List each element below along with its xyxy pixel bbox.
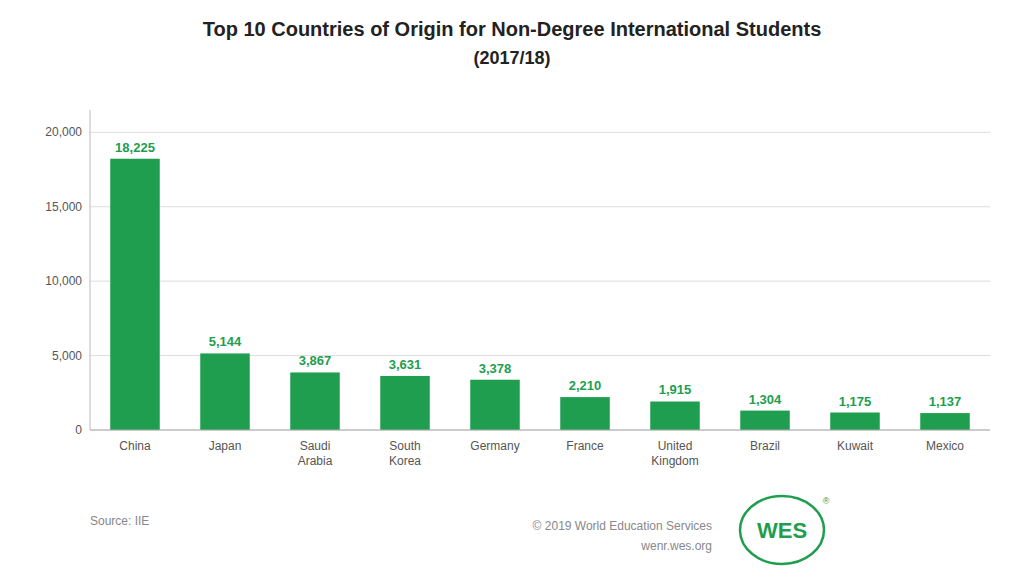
y-tick-label: 10,000: [45, 274, 82, 288]
bar: [290, 372, 340, 430]
bar: [920, 413, 970, 430]
data-label: 1,304: [749, 392, 782, 407]
logo-outline: [740, 496, 824, 564]
bar: [380, 376, 430, 430]
chart: Top 10 Countries of Origin for Non-Degre…: [0, 0, 1024, 580]
data-label: 1,175: [839, 394, 872, 409]
data-label: 18,225: [115, 140, 155, 155]
y-tick-label: 15,000: [45, 200, 82, 214]
y-tick-label: 0: [75, 423, 82, 437]
y-axis-line: [90, 110, 91, 430]
grid-line: [90, 281, 990, 282]
x-tick-label: Brazil: [750, 439, 780, 453]
title: Top 10 Countries of Origin for Non-Degre…: [203, 18, 822, 40]
website-note: wenr.wes.org: [640, 539, 712, 553]
bar: [650, 401, 700, 430]
bar: [200, 353, 250, 430]
logo-mark: ®: [823, 496, 830, 506]
bar: [830, 413, 880, 430]
logo-text: WES: [757, 518, 807, 543]
x-tick-label: SouthKorea: [389, 439, 421, 468]
y-tick-label: 5,000: [52, 349, 82, 363]
bar: [560, 397, 610, 430]
logo: WES ®: [740, 496, 830, 564]
x-tick-label: Kuwait: [837, 439, 874, 453]
bar: [740, 411, 790, 430]
x-tick-label: France: [566, 439, 604, 453]
x-tick-label: Japan: [209, 439, 242, 453]
data-label: 3,867: [299, 353, 332, 368]
data-label: 3,378: [479, 361, 512, 376]
data-label: 1,915: [659, 382, 692, 397]
grid-line: [90, 132, 990, 133]
bars: [110, 159, 970, 430]
x-tick-label: UnitedKingdom: [651, 439, 698, 468]
data-label: 3,631: [389, 357, 422, 372]
x-axis-line: [90, 430, 990, 431]
x-tick-label: SaudiArabia: [298, 439, 333, 468]
bar: [470, 380, 520, 430]
x-tick-label: China: [119, 439, 151, 453]
copyright-note: © 2019 World Education Services: [533, 519, 712, 533]
y-tick-label: 20,000: [45, 125, 82, 139]
data-label: 1,137: [929, 394, 962, 409]
x-tick-label: Mexico: [926, 439, 964, 453]
x-tick-label: Germany: [470, 439, 519, 453]
source-note: Source: IIE: [90, 514, 149, 528]
grid: [90, 132, 990, 430]
subtitle: (2017/18): [473, 48, 550, 68]
grid-line: [90, 430, 990, 431]
data-label: 5,144: [209, 334, 242, 349]
grid-line: [90, 206, 990, 207]
bar: [110, 159, 160, 430]
data-label: 2,210: [569, 378, 602, 393]
